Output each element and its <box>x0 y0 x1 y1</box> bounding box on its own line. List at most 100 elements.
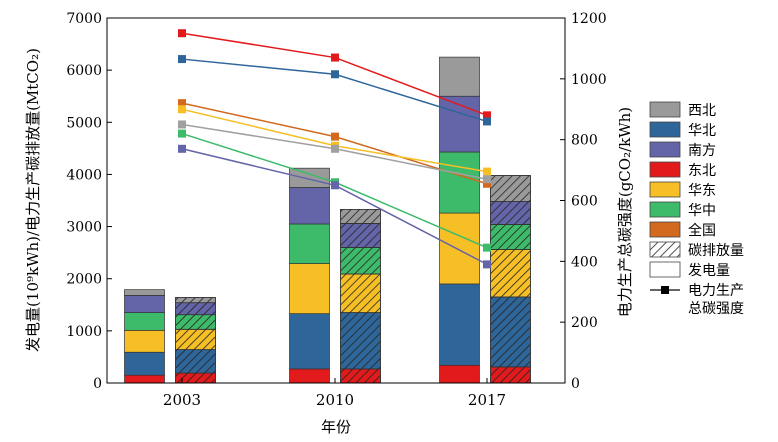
marker-南方-0 <box>178 144 186 153</box>
bar-hatch-2017-1 <box>490 296 531 368</box>
marker-华中-2 <box>483 243 491 252</box>
legend-swatch-西北 <box>649 101 681 118</box>
bar-generation-2017-2 <box>439 212 480 285</box>
bar-generation-2017-0 <box>439 364 480 384</box>
left-tick-label-2000: 2000 <box>66 272 102 288</box>
legend-label-3: 东北 <box>688 163 716 179</box>
bar-hatch-2010-0 <box>340 368 381 384</box>
marker-东北-1 <box>331 53 339 62</box>
bar-hatch-2010-3 <box>340 247 381 275</box>
x-tick-label-2010: 2010 <box>316 391 354 409</box>
bar-hatch-2010-2 <box>340 273 381 313</box>
right-tick-label-800: 800 <box>571 133 598 149</box>
bar-hatch-2017-4 <box>490 201 531 225</box>
legend-swatch-东北 <box>649 161 681 178</box>
legend-swatch-hatch <box>649 241 681 258</box>
left-tick-label-0: 0 <box>93 376 102 392</box>
marker-南方-1 <box>331 181 339 190</box>
legend-swatch-华中 <box>649 201 681 218</box>
bar-hatch-2003-1 <box>175 349 216 374</box>
marker-西北-0 <box>178 120 186 129</box>
right-tick-label-1000: 1000 <box>571 72 607 88</box>
right-tick-label-1200: 1200 <box>571 11 607 27</box>
legend-swatch-华北 <box>649 121 681 138</box>
right-axis-label: 电力生产总碳强度(gCO₂/kWh) <box>616 107 634 317</box>
left-tick-label-6000: 6000 <box>66 63 102 79</box>
intensity-lines <box>178 29 491 269</box>
bar-hatch-2017-0 <box>490 366 531 384</box>
marker-全国-0 <box>178 99 186 108</box>
marker-华北-0 <box>178 55 186 64</box>
legend-label-9: 电力生产 <box>688 283 744 299</box>
legend-label-2: 南方 <box>688 143 716 159</box>
bar-generation-2017-3 <box>439 151 480 214</box>
left-tick-label-5000: 5000 <box>66 115 102 131</box>
bar-hatch-2010-4 <box>340 223 381 248</box>
legend-label-1: 华北 <box>688 123 716 139</box>
marker-西北-1 <box>331 144 339 153</box>
bar-generation-2003-1 <box>124 351 165 376</box>
bar-hatch-2010-5 <box>340 209 381 224</box>
legend-label-9-line2: 总碳强度 <box>688 301 744 317</box>
bar-generation-2003-5 <box>124 289 165 296</box>
legend-label-7: 碳排放量 <box>688 243 744 259</box>
left-tick-label-1000: 1000 <box>66 324 102 340</box>
bar-hatch-2010-1 <box>340 312 381 370</box>
marker-西北-2 <box>483 175 491 184</box>
right-tick-label-400: 400 <box>571 254 598 270</box>
legend-label-5: 华中 <box>688 203 716 219</box>
axis-ticks: 0 1000 2000 3000 4000 5000 6000 7000 0 200 400 600 8… <box>66 11 606 409</box>
legend-swatch-华东 <box>649 181 681 198</box>
bar-generation-2010-0 <box>289 368 330 384</box>
bar-generation-2017-5 <box>439 56 480 97</box>
bar-hatch-2017-5 <box>490 175 531 202</box>
marker-东北-0 <box>178 29 186 38</box>
bar-hatch-2003-3 <box>175 314 216 330</box>
bar-generation-2010-2 <box>289 263 330 315</box>
marker-东北-2 <box>483 111 491 120</box>
marker-华北-2 <box>483 117 491 126</box>
bar-stacks <box>124 56 531 384</box>
marker-华东-2 <box>483 167 491 176</box>
legend-label-4: 华东 <box>688 183 716 199</box>
legend-swatch-南方 <box>649 141 681 158</box>
x-axis-label: 年份 <box>321 418 351 436</box>
legend-label-0: 西北 <box>688 103 716 119</box>
bar-generation-2010-4 <box>289 187 330 225</box>
x-tick-label-2017: 2017 <box>468 391 506 409</box>
marker-华中-0 <box>178 129 186 138</box>
left-tick-label-3000: 3000 <box>66 220 102 236</box>
bar-generation-2003-2 <box>124 329 165 353</box>
legend-line-marker <box>661 286 669 294</box>
right-tick-label-0: 0 <box>571 376 580 392</box>
bar-hatch-2017-2 <box>490 249 531 298</box>
x-tick-label-2003: 2003 <box>163 391 201 409</box>
right-tick-label-600: 600 <box>571 194 598 210</box>
legend-swatch-全国 <box>649 221 681 238</box>
right-tick-label-200: 200 <box>571 315 598 331</box>
bar-hatch-2003-5 <box>175 297 216 304</box>
left-tick-label-4000: 4000 <box>66 167 102 183</box>
marker-全国-1 <box>331 132 339 141</box>
legend-label-8: 发电量 <box>688 263 730 279</box>
bar-hatch-2017-3 <box>490 224 531 250</box>
bar-hatch-2003-2 <box>175 328 216 350</box>
bar-generation-2003-3 <box>124 312 165 331</box>
bar-generation-2010-3 <box>289 223 330 264</box>
left-tick-label-7000: 7000 <box>66 11 102 27</box>
marker-华东-0 <box>178 105 186 114</box>
bar-generation-2017-1 <box>439 283 480 366</box>
legend-label-6: 全国 <box>688 222 716 239</box>
legend-swatch-blank <box>649 261 681 278</box>
marker-南方-2 <box>483 260 491 269</box>
bar-hatch-2003-4 <box>175 302 216 316</box>
marker-全国-2 <box>483 179 491 188</box>
bar-generation-2010-5 <box>289 167 330 188</box>
bar-generation-2003-4 <box>124 295 165 313</box>
bar-generation-2003-0 <box>124 374 165 384</box>
bar-generation-2010-1 <box>289 313 330 370</box>
left-axis-label: 发电量(10⁹kWh)/电力生产碳排放量(MtCO₂) <box>24 48 42 352</box>
marker-华北-1 <box>331 70 339 79</box>
